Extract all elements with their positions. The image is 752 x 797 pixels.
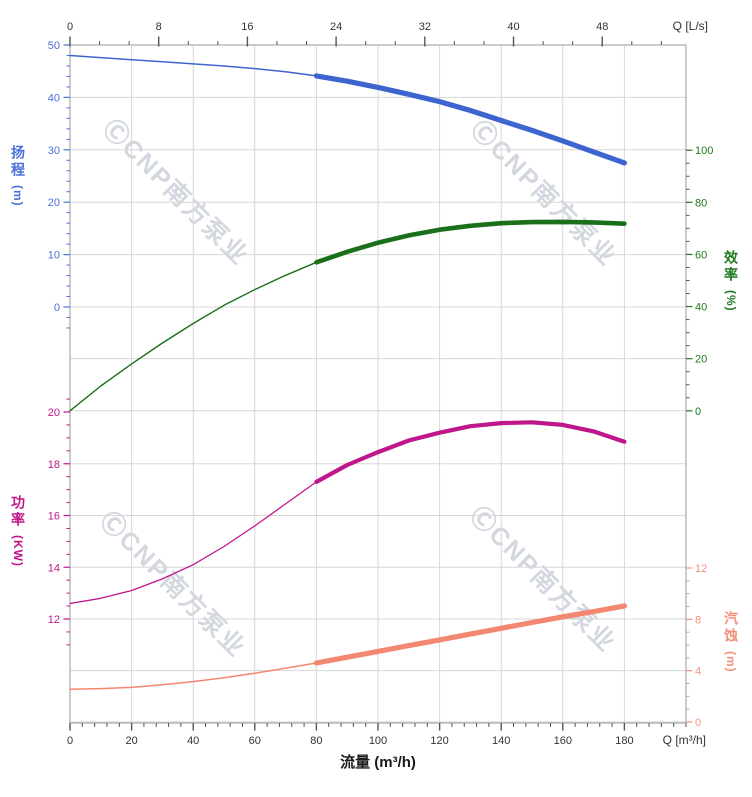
head-tick-label: 0 [54,302,60,314]
head-tick-label: 50 [48,40,60,52]
eff-tick-label: 60 [695,249,707,261]
pump-curves [69,54,627,691]
efficiency-curve-thin [69,261,318,412]
head-tick-label: 10 [48,250,60,262]
power-tick-label: 14 [48,562,60,574]
head-tick-label: 20 [48,197,60,209]
eff-tick-label: 0 [695,406,701,418]
top-axis-unit-label: Q [L/s] [673,19,708,33]
power-tick-label: 18 [48,459,60,471]
head-axis-title-text: 扬程 [10,145,26,179]
power-tick-label: 12 [48,614,60,626]
eff-tick-label: 80 [695,197,707,209]
head-axis-unit: (m) [11,185,25,207]
npsh-curve-bold [313,603,627,666]
power-tick-label: 16 [48,511,60,523]
npsh-axis-title-text: 汽蚀 [723,611,739,645]
npsh-tick-label: 12 [695,563,707,575]
npsh-tick-label: 0 [695,717,701,729]
bottom-axis-tick-label: 40 [187,735,199,747]
grid-lines [69,44,686,723]
axis-ticks [63,36,693,731]
efficiency-curve-bold [314,219,627,265]
top-axis-tick-label: 40 [507,21,519,33]
bottom-axis-tick-label: 160 [554,735,572,747]
bottom-axis-tick-label: 60 [249,735,261,747]
top-axis-tick-label: 24 [330,21,342,33]
bottom-axis-tick-label: 140 [492,735,510,747]
power-curve-thin [69,481,318,605]
efficiency-axis-unit: (%) [724,290,738,312]
npsh-tick-label: 4 [695,666,701,678]
bottom-axis-tick-label: 100 [369,735,387,747]
efficiency-axis-title: 效率 (%) [720,250,742,312]
power-tick-label: 20 [48,407,60,419]
top-axis-tick-label: 48 [596,21,608,33]
power-axis-title: 功率 (KW) [7,495,29,567]
bottom-axis-tick-label: 80 [310,735,322,747]
flow-axis-title: 流量 (m³/h) [340,754,416,771]
bottom-axis-tick-label: 180 [615,735,633,747]
npsh-curve-thin [69,662,318,691]
head-axis-title: 扬程 (m) [7,145,29,207]
eff-tick-label: 40 [695,302,707,314]
npsh-tick-label: 8 [695,614,701,626]
top-axis-tick-label: 16 [241,21,253,33]
bottom-axis-unit-label: Q [m³/h] [663,733,706,747]
power-axis-title-text: 功率 [10,495,26,529]
top-axis-tick-label: 0 [67,21,73,33]
eff-tick-label: 20 [695,354,707,366]
eff-tick-label: 100 [695,145,713,157]
top-axis-tick-label: 32 [419,21,431,33]
head-curve-thin [69,54,318,77]
head-tick-label: 40 [48,92,60,104]
npsh-axis-unit: (m) [724,651,738,673]
head-tick-label: 30 [48,145,60,157]
efficiency-axis-title-text: 效率 [723,250,739,284]
top-axis-tick-label: 8 [156,21,162,33]
npsh-axis-title: 汽蚀 (m) [720,611,742,673]
power-curve-bold [314,420,627,484]
bottom-axis-tick-label: 20 [125,735,137,747]
bottom-axis-tick-label: 0 [67,735,73,747]
power-axis-unit: (KW) [11,535,25,567]
bottom-axis-tick-label: 120 [430,735,448,747]
head-curve-bold [313,73,627,166]
